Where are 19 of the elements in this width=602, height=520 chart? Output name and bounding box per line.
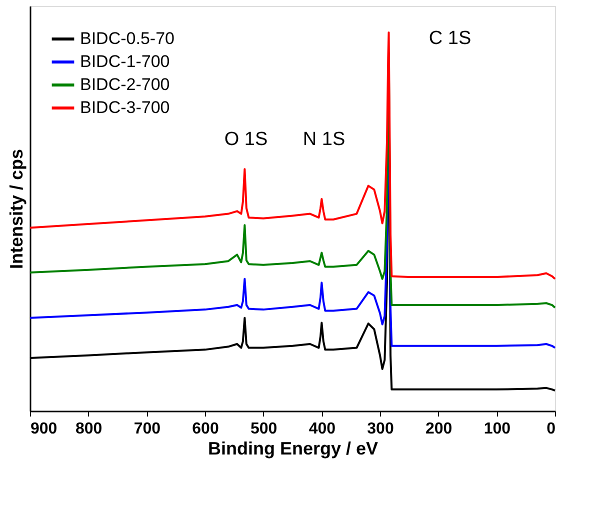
x-tick-label: 500	[250, 420, 278, 438]
legend-label: BIDC-3-700	[80, 98, 170, 117]
x-tick-label: 0	[546, 420, 556, 438]
annotation: O 1S	[224, 129, 268, 150]
x-tick-label: 200	[425, 420, 452, 438]
x-tick-label: 100	[484, 420, 511, 438]
legend-label: BIDC-0.5-70	[80, 29, 174, 48]
legend-label: BIDC-2-700	[80, 75, 170, 94]
x-tick-label: 400	[308, 420, 336, 438]
x-axis-title: Binding Energy / eV	[208, 438, 378, 458]
legend-label: BIDC-1-700	[80, 52, 170, 71]
x-tick-label: 300	[367, 420, 394, 438]
x-tick-label: 600	[192, 420, 219, 438]
x-tick-label: 900	[30, 420, 58, 438]
annotation: C 1S	[428, 28, 472, 49]
annotation: N 1S	[302, 129, 346, 150]
x-tick-label: 800	[75, 420, 102, 438]
x-tick-label: 700	[134, 420, 161, 438]
y-axis-title: Intensity / cps	[6, 148, 26, 270]
